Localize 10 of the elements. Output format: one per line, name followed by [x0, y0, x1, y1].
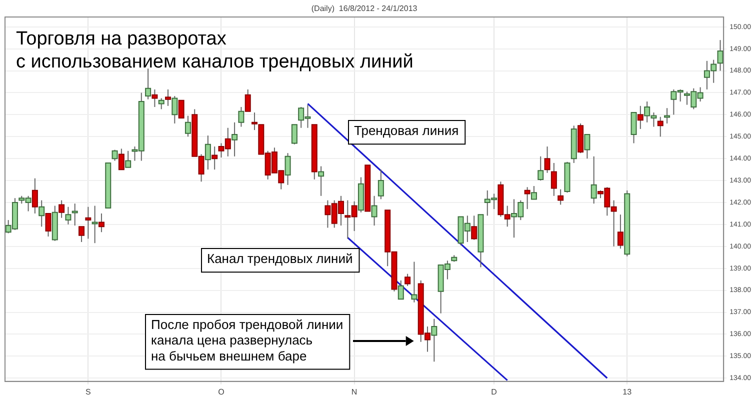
annotation: Канал трендовых линий: [207, 251, 353, 266]
x-tick-label: N: [351, 387, 358, 396]
annotation: Трендовая линия: [354, 123, 459, 138]
x-tick-label: 13: [622, 387, 632, 396]
chart-subtitle: (Daily) 16/8/2012 - 24/1/2013: [311, 4, 418, 14]
annotation: После пробоя трендовой линии канала цена развернулась на бычьем внешнем баре: [151, 317, 344, 364]
x-tick-label: S: [86, 387, 91, 396]
text: Торговля на разворотах с использованием каналов трендовых линий: [16, 28, 414, 73]
x-tick-label: O: [218, 387, 224, 396]
x-tick-label: D: [491, 387, 498, 396]
